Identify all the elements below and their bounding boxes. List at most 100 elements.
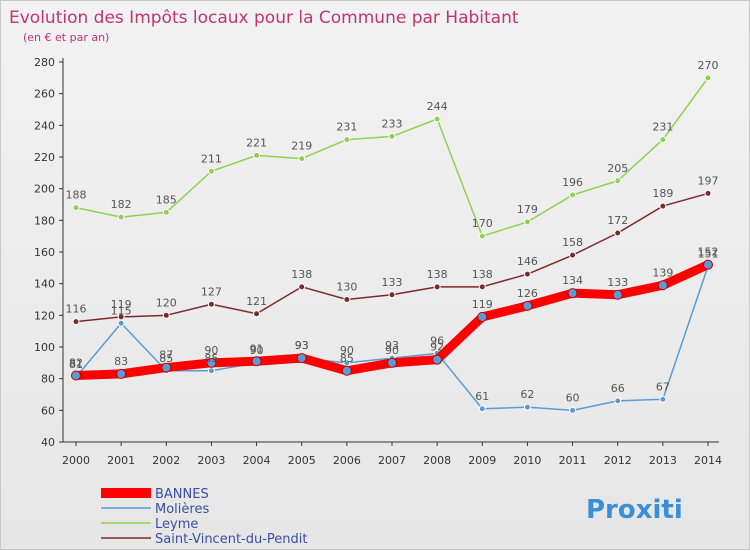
data-point xyxy=(523,218,531,226)
data-label: 85 xyxy=(159,352,173,365)
data-label: 211 xyxy=(201,152,222,165)
data-label: 60 xyxy=(566,391,580,404)
data-label: 87 xyxy=(159,349,173,362)
data-point xyxy=(478,405,486,413)
data-point xyxy=(478,283,486,291)
data-point xyxy=(116,368,127,379)
data-label: 90 xyxy=(340,344,354,357)
x-tick-label: 2009 xyxy=(468,454,496,467)
logo-text: Proxiti xyxy=(586,495,683,525)
x-tick-label: 2005 xyxy=(288,454,316,467)
data-label: 90 xyxy=(204,344,218,357)
data-label: 151 xyxy=(698,247,719,260)
y-tick-label: 200 xyxy=(34,183,55,196)
data-point xyxy=(253,151,261,159)
data-point xyxy=(387,357,397,368)
data-label: 152 xyxy=(698,246,719,259)
data-point xyxy=(207,167,215,175)
data-point xyxy=(478,232,486,240)
data-label: 197 xyxy=(698,174,719,187)
data-point xyxy=(207,367,215,375)
data-point xyxy=(253,310,261,318)
proxiti-logo: Proxiti xyxy=(586,495,683,525)
data-label: 233 xyxy=(382,117,403,130)
data-label: 133 xyxy=(607,276,628,289)
x-tick-label: 2010 xyxy=(513,454,541,467)
data-labels: 188 182 185 211 221 219 231 233 244 170 179 196 205 2… xyxy=(66,59,719,405)
data-label: 244 xyxy=(427,100,448,113)
x-tick-label: 2011 xyxy=(559,454,587,467)
data-label: 90 xyxy=(250,344,264,357)
data-point xyxy=(433,115,441,123)
x-tick-label: 2000 xyxy=(62,454,90,467)
data-label: 115 xyxy=(111,304,132,317)
data-point xyxy=(477,311,488,322)
legend-label: BANNES xyxy=(155,487,209,502)
data-point xyxy=(569,191,577,199)
data-label: 270 xyxy=(698,59,719,72)
x-tick-label: 2004 xyxy=(243,454,271,467)
y-tick-label: 40 xyxy=(41,436,55,449)
data-point xyxy=(251,356,262,367)
data-label: 126 xyxy=(517,287,538,300)
series-layer xyxy=(71,74,713,414)
data-point xyxy=(567,288,578,299)
data-point xyxy=(298,155,306,163)
y-tick-label: 100 xyxy=(34,341,55,354)
data-label: 133 xyxy=(382,276,403,289)
data-label: 93 xyxy=(295,339,309,352)
y-tick-label: 280 xyxy=(34,56,55,69)
data-label: 81 xyxy=(69,358,83,371)
data-point xyxy=(657,280,668,291)
y-tick-label: 60 xyxy=(41,404,55,417)
data-label: 185 xyxy=(156,193,177,206)
data-point xyxy=(659,202,667,210)
x-tick-label: 2008 xyxy=(423,454,451,467)
data-label: 139 xyxy=(652,266,673,279)
data-point xyxy=(612,289,623,300)
data-label: 196 xyxy=(562,176,583,189)
data-label: 119 xyxy=(111,298,132,311)
data-label: 146 xyxy=(517,255,538,268)
data-label: 158 xyxy=(562,236,583,249)
data-point xyxy=(207,300,215,308)
data-point xyxy=(659,395,667,403)
legend: BANNESMolièresLeymeSaint-Vincent-du-Pend… xyxy=(101,487,307,547)
x-tick-label: 2007 xyxy=(378,454,406,467)
data-label: 138 xyxy=(472,268,493,281)
data-point xyxy=(71,370,81,381)
data-label: 67 xyxy=(656,380,670,393)
y-tick-label: 160 xyxy=(34,246,55,259)
y-tick-label: 260 xyxy=(34,88,55,101)
data-point xyxy=(569,406,577,414)
data-point xyxy=(162,208,170,216)
data-label: 188 xyxy=(66,189,87,202)
data-point xyxy=(614,177,622,185)
data-point xyxy=(72,318,80,326)
data-label: 120 xyxy=(156,296,177,309)
data-label: 61 xyxy=(475,390,489,403)
data-label: 179 xyxy=(517,203,538,216)
legend-label: Molières xyxy=(155,502,209,517)
data-label: 130 xyxy=(336,281,357,294)
data-label: 85 xyxy=(340,352,354,365)
legend-label: Leyme xyxy=(155,517,198,532)
data-point xyxy=(206,357,217,368)
data-point xyxy=(432,354,443,365)
data-label: 66 xyxy=(611,382,625,395)
data-label: 182 xyxy=(111,198,132,211)
x-tick-label: 2003 xyxy=(197,454,225,467)
data-label: 92 xyxy=(430,341,444,354)
data-point xyxy=(343,136,351,144)
data-point xyxy=(388,291,396,299)
data-label: 96 xyxy=(430,334,444,347)
data-label: 83 xyxy=(114,355,128,368)
data-point xyxy=(341,365,352,376)
axes: 40 60 80 100 120 140 160 180 200 220 240 260 280 2000… xyxy=(34,56,722,467)
data-point xyxy=(117,213,125,221)
data-label: 127 xyxy=(201,285,222,298)
data-point xyxy=(614,229,622,237)
data-point xyxy=(704,189,712,197)
x-tick-label: 2012 xyxy=(604,454,632,467)
